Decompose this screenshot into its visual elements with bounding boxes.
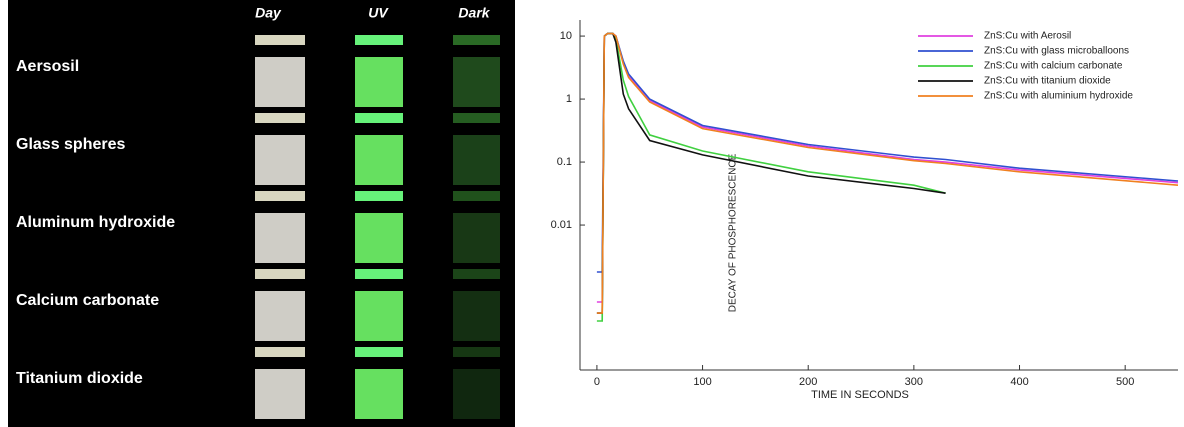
column-header: UV bbox=[368, 5, 389, 21]
row-label: Titanium dioxide bbox=[16, 370, 143, 387]
x-tick-label: 500 bbox=[1116, 376, 1134, 388]
column-header: Day bbox=[255, 5, 282, 21]
legend-label: ZnS:Cu with glass microballoons bbox=[984, 46, 1129, 57]
swatch-strip bbox=[355, 191, 403, 201]
y-axis-label: DECAY OF PHOSPHORESCENCE bbox=[728, 153, 739, 312]
legend-label: ZnS:Cu with aluminium hydroxide bbox=[984, 91, 1133, 102]
legend-label: ZnS:Cu with Aerosil bbox=[984, 31, 1071, 42]
row-label: Aersosil bbox=[16, 58, 79, 75]
swatch-sample bbox=[255, 369, 305, 419]
swatch-strip bbox=[453, 347, 500, 357]
series-line bbox=[596, 32, 1179, 314]
swatch-strip bbox=[255, 269, 305, 279]
swatch-sample bbox=[453, 369, 500, 419]
legend-label: ZnS:Cu with calcium carbonate bbox=[984, 61, 1123, 72]
y-tick-label: 0.1 bbox=[557, 156, 572, 168]
x-tick-label: 400 bbox=[1010, 376, 1028, 388]
swatch-strip bbox=[355, 35, 403, 45]
swatch-sample bbox=[355, 213, 403, 263]
swatch-sample bbox=[255, 57, 305, 107]
series-line bbox=[596, 32, 946, 322]
y-tick-label: 1 bbox=[566, 93, 572, 105]
swatch-sample bbox=[255, 291, 305, 341]
row-label: Calcium carbonate bbox=[16, 292, 159, 309]
swatch-strip bbox=[453, 113, 500, 123]
swatch-sample bbox=[355, 369, 403, 419]
swatch-strip bbox=[355, 113, 403, 123]
swatch-sample bbox=[255, 213, 305, 263]
swatch-strip bbox=[255, 191, 305, 201]
series-line bbox=[596, 32, 946, 314]
swatch-strip bbox=[453, 35, 500, 45]
swatch-sample bbox=[255, 135, 305, 185]
row-label: Glass spheres bbox=[16, 136, 126, 153]
x-tick-label: 0 bbox=[594, 376, 600, 388]
swatch-strip bbox=[255, 113, 305, 123]
y-tick-label: 0.01 bbox=[551, 219, 572, 231]
swatch-strip bbox=[355, 347, 403, 357]
swatch-strip bbox=[453, 269, 500, 279]
swatch-strip bbox=[255, 35, 305, 45]
y-tick-label: 10 bbox=[560, 30, 572, 42]
legend-label: ZnS:Cu with titanium dioxide bbox=[984, 76, 1111, 87]
swatch-sample bbox=[355, 135, 403, 185]
swatch-strip bbox=[355, 269, 403, 279]
x-tick-label: 200 bbox=[799, 376, 817, 388]
x-axis-label: TIME IN SECONDS bbox=[811, 389, 909, 401]
swatch-sample bbox=[453, 213, 500, 263]
x-tick-label: 300 bbox=[905, 376, 923, 388]
swatch-strip bbox=[453, 191, 500, 201]
swatch-sample bbox=[453, 291, 500, 341]
swatch-sample bbox=[453, 57, 500, 107]
swatch-sample bbox=[355, 291, 403, 341]
swatch-sample bbox=[453, 135, 500, 185]
swatch-sample bbox=[355, 57, 403, 107]
row-label: Aluminum hydroxide bbox=[16, 214, 175, 231]
column-header: Dark bbox=[458, 5, 490, 21]
series-line bbox=[596, 32, 1179, 303]
swatch-strip bbox=[255, 347, 305, 357]
x-tick-label: 100 bbox=[693, 376, 711, 388]
